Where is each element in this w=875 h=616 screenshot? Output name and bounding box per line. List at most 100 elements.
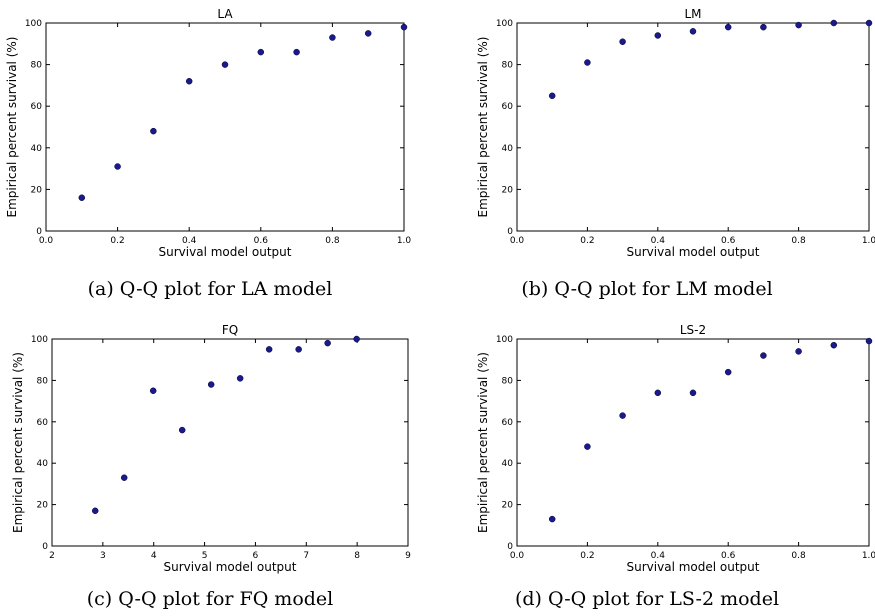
ls-2-x-axis-label: Survival model output [627,560,760,574]
ls-2-y-tick-label: 100 [496,335,513,345]
fq-data-point [353,335,360,343]
fq-data-point [295,346,302,353]
lm-x-tick-label: 0.4 [651,236,666,246]
ls-2-data-point [760,352,767,359]
lm-x-tick-label: 0.8 [791,236,806,246]
ls-2-y-tick-label: 60 [502,418,514,428]
lm-data-point [584,59,591,66]
fq-data-point [236,375,244,382]
fq-data-point [265,346,273,353]
lm-data-point [548,92,556,100]
ls-2-x-tick-label: 0.4 [651,551,666,561]
fq-data-point [178,426,186,434]
lm-data-point [689,28,697,35]
fq-x-tick-label: 4 [151,551,157,561]
la-y-tick-label: 80 [31,61,43,71]
ls-2-y-tick-label: 80 [502,376,514,386]
ls-2-y-tick-label: 20 [502,501,514,511]
ls-2-data-point [830,341,838,349]
ls-2-data-point [795,348,802,355]
lm-data-point [619,38,626,45]
la-x-tick-label: 0.2 [110,236,124,246]
ls-2-x-tick-label: 0.6 [721,551,736,561]
la-data-point [257,48,265,56]
fq-data-point [91,507,99,515]
lm-y-tick-label: 60 [502,102,514,112]
panel-la: LA 0.0 0.2 0.4 0.6 0.8 1.0 0 20 40 60 80 100 Survival… [0,0,420,308]
ls-2-y-tick-label: 0 [507,542,513,552]
fq-y-tick-label: 100 [31,335,48,345]
lm-x-tick-label: 0.2 [580,236,594,246]
la-y-tick-label: 0 [36,227,42,237]
la-x-tick-label: 0.6 [254,236,269,246]
ls-2-data-point [865,337,873,345]
ls-2-axes-frame [516,338,870,547]
la-x-tick-label: 0.8 [325,236,340,246]
fq-y-tick-label: 80 [37,376,49,386]
lm-axes-frame [516,22,870,232]
panel-fq: FQ 2 3 4 5 6 7 8 9 0 20 40 60 80 100 Survival model out… [0,316,420,616]
la-data-point [329,34,336,41]
ls-2-x-tick-label: 0.8 [791,551,806,561]
la-x-tick-label: 0.4 [182,236,197,246]
la-data-point [150,127,157,135]
la-y-tick-label: 20 [31,185,43,195]
qq-plot-lm: LM 0.0 0.2 0.4 0.6 0.8 1.0 0 20 40 60 80 100 Survival… [476,7,875,259]
lm-y-tick-label: 40 [502,144,514,154]
caption-ls2: (d) Q-Q plot for LS-2 model [514,588,780,610]
ls-2-x-tick-label: 1.0 [862,551,875,561]
fq-x-tick-label: 2 [49,551,55,561]
fq-y-tick-label: 0 [42,542,48,552]
panel-lm: LM 0.0 0.2 0.4 0.6 0.8 1.0 0 20 40 60 80 100 Survival… [437,0,875,308]
fq-y-tick-label: 20 [37,501,49,511]
fq-x-tick-label: 8 [354,551,360,561]
ls-2-y-tick-label: 40 [502,459,514,469]
fq-x-tick-label: 6 [253,551,259,561]
fq-x-axis-label: Survival model output [164,560,297,574]
lm-data-point [654,32,662,39]
caption-lm: (b) Q-Q plot for LM model [521,278,773,300]
la-y-tick-label: 100 [25,19,42,29]
la-data-point [221,61,229,68]
ls-2-data-point [689,389,697,397]
ls-2-x-tick-label: 0.0 [510,551,525,561]
la-x-tick-label: 0.0 [39,236,54,246]
ls-2-data-point [724,368,732,376]
qq-plot-ls2: LS-2 0.0 0.2 0.4 0.6 0.8 1.0 0 20 40 60 80 100 Surviv… [476,323,875,574]
lm-y-tick-label: 100 [496,19,513,29]
la-y-axis-label: Empirical percent survival (%) [5,37,19,218]
ls-2-data-point [619,412,626,419]
lm-x-axis-label: Survival model output [627,245,760,259]
la-x-tick-label: 1.0 [397,236,412,246]
qq-plot-la: LA 0.0 0.2 0.4 0.6 0.8 1.0 0 20 40 60 80 100 Survival… [5,7,412,259]
la-x-axis-label: Survival model output [159,245,292,259]
lm-y-tick-label: 20 [502,185,514,195]
fq-data-point [207,381,215,388]
lm-x-tick-label: 0.0 [510,236,525,246]
lm-data-point [795,21,802,29]
la-data-point [364,30,372,37]
ls-2-y-axis-label: Empirical percent survival (%) [476,352,490,533]
fq-data-point [120,474,128,481]
qq-plot-fq: FQ 2 3 4 5 6 7 8 9 0 20 40 60 80 100 Survival model out… [11,323,411,574]
lm-data-point [724,23,732,31]
la-data-point [400,23,408,31]
fq-chart-title: FQ [222,323,238,337]
fq-x-tick-label: 9 [405,551,411,561]
la-data-point [185,77,193,85]
lm-y-tick-label: 0 [507,227,513,237]
ls-2-chart-title: LS-2 [680,323,706,337]
fq-data-point [149,387,157,394]
panel-ls2: LS-2 0.0 0.2 0.4 0.6 0.8 1.0 0 20 40 60 80 100 Surviv… [437,316,875,616]
la-data-point [78,194,86,201]
fq-y-tick-label: 60 [37,418,49,428]
fq-x-tick-label: 7 [303,551,309,561]
lm-y-axis-label: Empirical percent survival (%) [476,37,490,218]
lm-y-tick-label: 80 [502,61,514,71]
ls-2-data-point [548,515,556,523]
ls-2-data-point [584,443,591,450]
fq-axes-frame [51,338,409,547]
la-data-point [114,163,121,170]
fq-y-tick-label: 40 [37,459,49,469]
